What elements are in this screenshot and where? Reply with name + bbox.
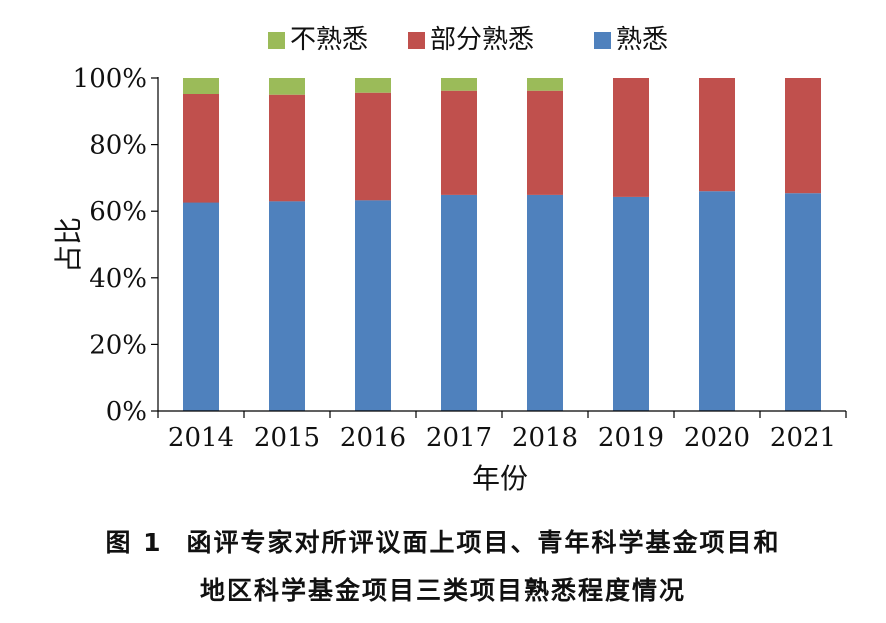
legend-swatch — [408, 32, 425, 49]
bar-segment — [355, 78, 391, 93]
bar-segment — [183, 94, 219, 203]
bar-segment — [785, 193, 821, 411]
bar-segment — [355, 92, 391, 201]
x-tick-label: 2014 — [168, 423, 234, 453]
bar-segment — [441, 78, 477, 91]
x-tick-label: 2016 — [340, 423, 406, 453]
y-tick-label: 80% — [89, 131, 147, 161]
legend-label: 部分熟悉 — [430, 25, 534, 55]
caption-text-line2: 地区科学基金项目三类项目熟悉程度情况 — [199, 576, 686, 605]
bar-segment — [183, 202, 219, 411]
bar-segment — [441, 90, 477, 195]
bar-segment — [699, 78, 735, 192]
bar-segment — [269, 78, 305, 95]
stacked-bar-chart: 0% 20% 40% 60% 80% 100% 2014 2015 2016 2017 2018 20… — [52, 25, 847, 495]
bar-segment — [527, 194, 563, 411]
bar-segment — [355, 200, 391, 411]
y-tick-label: 20% — [89, 330, 147, 360]
bar-segment — [441, 194, 477, 411]
y-tick-label: 100% — [73, 64, 147, 94]
x-tick-label: 2020 — [684, 423, 750, 453]
figure-number: 图 1 — [105, 528, 163, 557]
bar-segment — [269, 201, 305, 411]
bar-segment — [699, 191, 735, 411]
legend-label: 不熟悉 — [290, 25, 368, 55]
caption-text-line1: 函评专家对所评议面上项目、青年科学基金项目和 — [186, 528, 781, 557]
y-tick-label: 0% — [106, 397, 147, 427]
bar-segment — [527, 90, 563, 195]
bar-segment — [613, 78, 649, 197]
bar-segment — [527, 78, 563, 91]
bar-segment — [785, 78, 821, 194]
x-tick-label: 2021 — [770, 423, 836, 453]
bar-segment — [613, 196, 649, 411]
legend-swatch — [268, 32, 285, 49]
y-tick-label: 60% — [89, 197, 147, 227]
y-axis-title: 占比 — [52, 217, 85, 273]
figure-caption-line2: 地区科学基金项目三类项目熟悉程度情况 — [0, 571, 886, 607]
legend-swatch — [594, 32, 611, 49]
y-tick-label: 40% — [89, 264, 147, 294]
x-tick-label: 2017 — [426, 423, 492, 453]
x-tick-label: 2018 — [512, 423, 578, 453]
bar-segment — [183, 78, 219, 94]
x-axis-title: 年份 — [472, 462, 528, 495]
bar-segment — [269, 94, 305, 202]
x-tick-label: 2019 — [598, 423, 664, 453]
legend-label: 熟悉 — [616, 25, 668, 55]
x-tick-label: 2015 — [254, 423, 320, 453]
figure-caption-line1: 图 1 函评专家对所评议面上项目、青年科学基金项目和 — [0, 523, 886, 559]
